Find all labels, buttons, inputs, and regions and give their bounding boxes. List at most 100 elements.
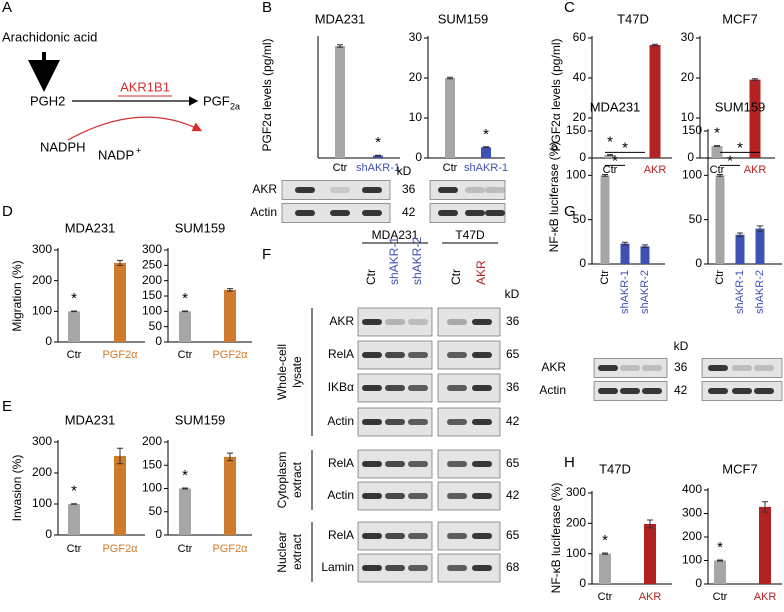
bar (640, 246, 650, 264)
y-tick-label: 150 (682, 123, 702, 137)
lane-label: shAKR-2 (410, 237, 424, 285)
bar (114, 455, 126, 535)
y-tick-label: 20 (681, 70, 695, 84)
lane-label: Ctr (364, 269, 378, 285)
kd-unit: kD (674, 339, 689, 353)
kd-value: 65 (506, 528, 520, 542)
blot-band (385, 461, 405, 467)
error-bar (483, 146, 489, 149)
y-axis-label: PGF2α levels (pg/ml) (260, 39, 274, 152)
blot-band (465, 210, 485, 216)
blot-band (447, 493, 467, 499)
blot-band (598, 365, 618, 371)
y-tick-label: 50 (573, 212, 587, 226)
blot-band (472, 419, 492, 425)
blot-band (472, 533, 492, 539)
category-label: PGF2α (102, 543, 138, 555)
section-label: extract (290, 533, 304, 570)
y-tick-label: 0 (695, 576, 702, 590)
blot-band (754, 365, 774, 371)
chart-title: T47D (599, 461, 631, 476)
blot-band (447, 319, 467, 325)
category-label: Ctr (333, 162, 348, 174)
blot-band (385, 565, 405, 571)
blot-band (362, 319, 382, 325)
panel-label: D (2, 203, 13, 220)
significance-star: * (612, 152, 618, 169)
y-tick-label: 200 (32, 273, 52, 287)
chart-title: MCF7 (722, 461, 757, 476)
bar (649, 45, 661, 158)
y-tick-label: 0 (687, 150, 694, 164)
blot-band (642, 365, 662, 371)
y-tick-label: 100 (566, 546, 586, 560)
blot-band (408, 493, 428, 499)
y-tick-label: 0 (45, 527, 52, 541)
section-label: Whole-cell (275, 344, 289, 400)
bar (735, 234, 745, 264)
significance-star: * (182, 467, 188, 484)
panel-label: H (564, 454, 575, 471)
y-tick-label: 20 (409, 70, 423, 84)
blot-strip (593, 358, 668, 378)
panel-label: B (262, 0, 272, 16)
chart-title: SUM159 (175, 412, 226, 427)
y-tick-label: 100 (142, 481, 162, 495)
y-tick-label: 250 (142, 258, 162, 272)
bar (179, 488, 191, 535)
significance-star: * (717, 539, 723, 556)
cofactor-product: NADP (98, 147, 134, 162)
bar (445, 78, 455, 158)
y-tick-label: 30 (681, 30, 695, 44)
blot-band (362, 385, 382, 391)
blot-band (447, 385, 467, 391)
significance-star: * (375, 134, 381, 151)
bar (68, 504, 80, 535)
y-tick-label: 200 (32, 465, 52, 479)
category-label: shAKR-2 (639, 270, 651, 314)
blot-band (472, 493, 492, 499)
blot-strip (429, 180, 506, 200)
y-axis-label: Invasion (%) (10, 455, 24, 522)
group-label: T47D (455, 228, 485, 242)
significance-star: * (714, 125, 720, 142)
panel-label: E (2, 398, 12, 415)
blot-band (438, 210, 458, 216)
y-tick-label: 150 (142, 457, 162, 471)
row-label: AKR (541, 360, 566, 374)
category-label: shAKR-1 (734, 270, 746, 314)
blot-band (408, 419, 428, 425)
error-bar (117, 259, 123, 266)
blot-band (732, 365, 752, 371)
bar (755, 228, 765, 264)
category-label: shAKR-1 (619, 270, 631, 314)
blot-band (330, 210, 350, 216)
kd-value: 42 (402, 205, 416, 219)
category-label: Ctr (443, 162, 458, 174)
blot-band (330, 187, 350, 193)
significance-star: * (602, 532, 608, 549)
blot-band (438, 187, 458, 193)
error-bar (227, 288, 233, 292)
kd-value: 36 (506, 380, 520, 394)
y-tick-label: 10 (681, 110, 695, 124)
blot-band (472, 385, 492, 391)
blot-band (385, 385, 405, 391)
error-bar (757, 225, 763, 232)
y-tick-label: 300 (142, 242, 162, 256)
significance-star: * (71, 483, 77, 500)
bar (114, 262, 126, 342)
y-tick-label: 60 (573, 30, 587, 44)
panel-label: F (262, 246, 271, 263)
category-label: PGF2α (102, 349, 138, 361)
y-tick-label: 10 (409, 110, 423, 124)
error-bar (227, 452, 233, 462)
blot-band (385, 319, 405, 325)
y-tick-label: 200 (566, 516, 586, 530)
blot-band (362, 565, 382, 571)
blot-band (485, 187, 505, 193)
y-tick-label: 100 (142, 304, 162, 318)
lane-label: Ctr (449, 269, 463, 285)
section-label: Nuclear (275, 531, 289, 572)
error-bar (647, 519, 653, 529)
